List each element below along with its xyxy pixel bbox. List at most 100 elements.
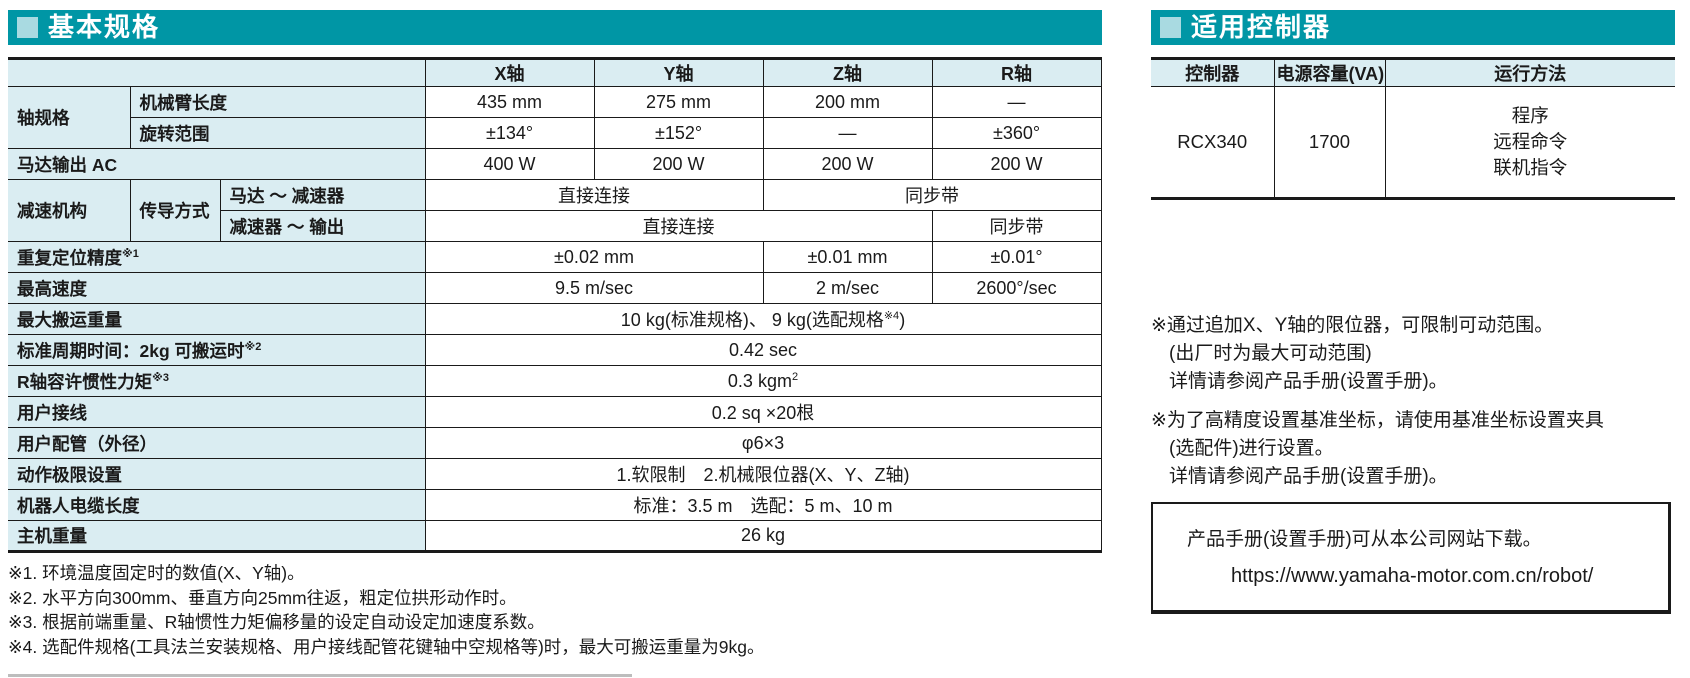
cell-controller-model: RCX340 [1177, 131, 1248, 152]
row-label-axis-spec: 轴规格 [8, 86, 131, 149]
basic-spec-header-bar: 基本规格 [8, 10, 1102, 45]
cell-motor-reducer-xy: 直接连接 [424, 179, 764, 211]
cell-rotation-z: — [762, 117, 933, 149]
cell-speed-z: 2 m/sec [762, 272, 933, 304]
row-label-user-piping: 用户配管（外径） [8, 427, 426, 459]
note-line: 详情请参阅产品手册(设置手册)。 [1169, 466, 1448, 487]
table-row: R轴容许惯性力矩※3 0.3 kgm2 [8, 365, 1102, 397]
table-row: 用户接线 0.2 sq ×20根 [8, 396, 1102, 428]
cell-motion-limit: 1.软限制 2.机械限位器(X、Y、Z轴) [424, 458, 1102, 490]
label-text: R轴容许惯性力矩 [17, 371, 153, 392]
website-url: https://www.yamaha-motor.com.cn/robot/ [1231, 565, 1594, 587]
cell-user-wiring: 0.2 sq ×20根 [424, 396, 1102, 428]
table-row: 重复定位精度※1 ±0.02 mm ±0.01 mm ±0.01° [8, 241, 1102, 273]
table-row: 最高速度 9.5 m/sec 2 m/sec 2600°/sec [8, 272, 1102, 304]
row-label-repeatability: 重复定位精度※1 [8, 241, 426, 273]
table-row: 动作极限设置 1.软限制 2.机械限位器(X、Y、Z轴) [8, 458, 1102, 490]
download-note: 产品手册(设置手册)可从本公司网站下载。 [1187, 529, 1542, 550]
note-limiter: ※通过追加X、Y轴的限位器，可限制可动范围。 (出厂时为最大可动范围) 详情请参… [1151, 312, 1675, 396]
cell-arm-length-z: 200 mm [762, 86, 933, 118]
row-label-max-payload: 最大搬运重量 [8, 303, 426, 335]
basic-spec-table: X轴 Y轴 Z轴 R轴 轴规格 机械臂长度 435 mm 275 mm 200 … [8, 57, 1102, 553]
spec-sheet-page: 基本规格 X轴 Y轴 Z轴 R轴 轴规格 机械臂长度 435 mm [8, 10, 1675, 659]
cell-repeatability-z: ±0.01 mm [762, 241, 933, 273]
note-reference-coords: ※为了高精度设置基准坐标，请使用基准坐标设置夹具 (选配件)进行设置。 详情请参… [1151, 407, 1675, 491]
cell-motor-r: 200 W [931, 148, 1102, 180]
footnote-1: ※1. 环境温度固定时的数值(X、Y轴)。 [8, 563, 305, 583]
cell-reducer-output-xyz: 直接连接 [424, 210, 933, 242]
footnote-3: ※3. 根据前端重量、R轴惯性力矩偏移量的设定自动设定加速度系数。 [8, 612, 545, 632]
table-row: 标准周期时间：2kg 可搬运时※2 0.42 sec [8, 334, 1102, 366]
note-line: (出厂时为最大可动范围) [1169, 343, 1372, 364]
value-text: ) [899, 310, 906, 330]
value-text: 10 kg(标准规格)、 9 kg(选配规格 [620, 310, 884, 330]
footnote-marker: ※4 [883, 310, 900, 322]
controller-section: 适用控制器 控制器 电源容量(VA) 运行方法 RCX340 1700 程序 远… [1151, 10, 1675, 659]
basic-spec-section: 基本规格 X轴 Y轴 Z轴 R轴 轴规格 机械臂长度 435 mm [8, 10, 1102, 659]
table-row: 减速机构 传导方式 马达 ～ 减速器 直接连接 同步带 [8, 179, 1102, 242]
cell-weight: 26 kg [424, 520, 1102, 552]
superscript-unit: 2 [791, 370, 799, 383]
row-label-reduction: 减速机构 [8, 179, 131, 242]
note-line: ※通过追加X、Y轴的限位器，可限制可动范围。 [1151, 315, 1554, 336]
row-label-max-speed: 最高速度 [8, 272, 426, 304]
col-header-z-axis: Z轴 [762, 58, 933, 87]
table-row: 控制器 电源容量(VA) 运行方法 [1151, 58, 1675, 87]
value-text: 0.3 kgm [727, 370, 792, 391]
footnote-2: ※2. 水平方向300mm、垂直方向25mm往返，粗定位拱形动作时。 [8, 587, 517, 608]
col-header-y-axis: Y轴 [593, 58, 764, 87]
cell-repeatability-xy: ±0.02 mm [424, 241, 764, 273]
note-line: 详情请参阅产品手册(设置手册)。 [1169, 371, 1448, 392]
footnote-marker: ※2 [244, 340, 262, 353]
table-row: RCX340 1700 程序 远程命令 联机指令 [1151, 86, 1675, 199]
row-label-r-axis-inertia: R轴容许惯性力矩※3 [8, 365, 426, 397]
footnote-marker: ※1 [122, 247, 139, 260]
footnotes: ※1. 环境温度固定时的数值(X、Y轴)。 ※2. 水平方向300mm、垂直方向… [8, 561, 1102, 659]
cell-max-payload: 10 kg(标准规格)、 9 kg(选配规格※4) [424, 303, 1102, 335]
row-label-motion-limit: 动作极限设置 [8, 458, 426, 490]
label-text: 重复定位精度 [17, 247, 122, 268]
cell-rotation-r: ±360° [931, 117, 1102, 149]
method-online-command: 联机指令 [1493, 157, 1568, 178]
row-label-rotation-range: 旋转范围 [130, 117, 426, 149]
col-header-power-capacity: 电源容量(VA) [1273, 58, 1385, 87]
col-header-operation-method: 运行方法 [1384, 58, 1675, 87]
cell-motor-y: 200 W [593, 148, 764, 180]
controller-table: 控制器 电源容量(VA) 运行方法 RCX340 1700 程序 远程命令 联机… [1151, 57, 1675, 200]
table-row: 主机重量 26 kg [8, 520, 1102, 552]
cell-speed-r: 2600°/sec [931, 272, 1102, 304]
method-remote-command: 远程命令 [1493, 131, 1568, 152]
cell-r-axis-inertia: 0.3 kgm2 [424, 365, 1102, 397]
label-text: 标准周期时间：2kg 可搬运时 [17, 340, 245, 361]
cell-reducer-output-r: 同步带 [931, 210, 1102, 242]
cell-motor-z: 200 W [762, 148, 933, 180]
corner-cell [8, 58, 426, 87]
col-header-x-axis: X轴 [424, 58, 595, 87]
cell-rotation-y: ±152° [593, 117, 764, 149]
section-square-icon [17, 17, 38, 38]
method-program: 程序 [1511, 105, 1549, 126]
cell-power-capacity: 1700 [1273, 86, 1385, 199]
row-label-motor-to-reducer: 马达 ～ 减速器 [219, 179, 426, 211]
table-row: 用户配管（外径） φ6×3 [8, 427, 1102, 459]
col-header-r-axis: R轴 [931, 58, 1102, 87]
section-title-basic-spec: 基本规格 [48, 11, 161, 42]
cell-arm-length-x: 435 mm [424, 86, 595, 118]
row-label-user-wiring: 用户接线 [8, 396, 426, 428]
table-row: 旋转范围 ±134° ±152° — ±360° [8, 117, 1102, 149]
cell-motor-reducer-zr: 同步带 [762, 179, 1102, 211]
note-line: (选配件)进行设置。 [1169, 438, 1334, 459]
row-label-cable-length: 机器人电缆长度 [8, 489, 426, 521]
table-row: 轴规格 机械臂长度 435 mm 275 mm 200 mm — [8, 86, 1102, 149]
row-label-arm-length: 机械臂长度 [129, 86, 426, 118]
cell-arm-length-r: — [931, 86, 1102, 118]
manual-download-box: 产品手册(设置手册)可从本公司网站下载。 https://www.yamaha-… [1151, 502, 1671, 614]
row-label-transmission: 传导方式 [129, 179, 221, 242]
table-row: 减速器 ～ 输出 直接连接 同步带 [8, 210, 1102, 242]
cell-arm-length-y: 275 mm [593, 86, 764, 118]
page-bottom-divider [8, 674, 632, 677]
cell-user-piping: φ6×3 [424, 427, 1102, 459]
table-row: 机器人电缆长度 标准：3.5 m 选配：5 m、10 m [8, 489, 1102, 521]
section-square-icon [1160, 17, 1181, 38]
controller-notes: ※通过追加X、Y轴的限位器，可限制可动范围。 (出厂时为最大可动范围) 详情请参… [1151, 312, 1675, 491]
